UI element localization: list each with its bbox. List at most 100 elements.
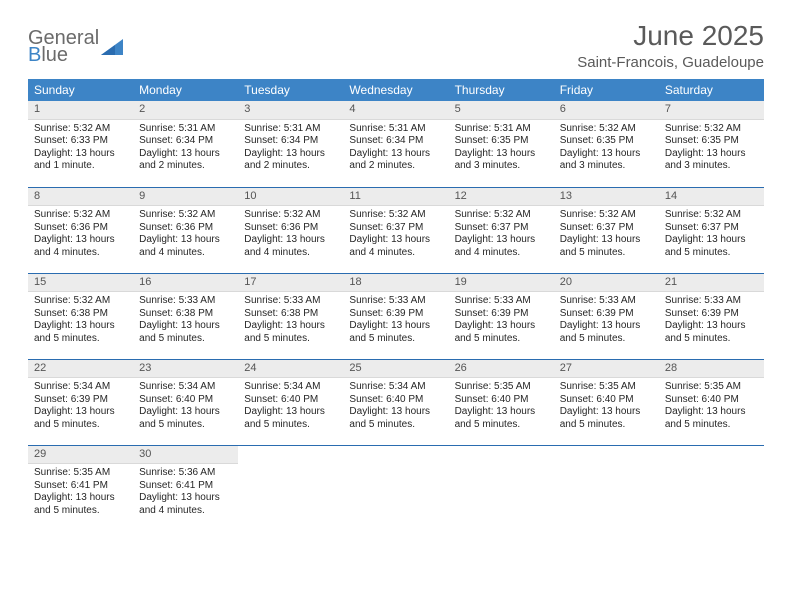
daylight-text: Daylight: 13 hours and 5 minutes.	[139, 320, 232, 345]
day-body: Sunrise: 5:34 AMSunset: 6:40 PMDaylight:…	[133, 378, 238, 435]
day-cell: 12Sunrise: 5:32 AMSunset: 6:37 PMDayligh…	[449, 188, 554, 264]
day-body: Sunrise: 5:33 AMSunset: 6:39 PMDaylight:…	[343, 292, 448, 349]
calendar-cell: 16Sunrise: 5:33 AMSunset: 6:38 PMDayligh…	[133, 273, 238, 359]
calendar-cell: 27Sunrise: 5:35 AMSunset: 6:40 PMDayligh…	[554, 359, 659, 445]
day-cell: 2Sunrise: 5:31 AMSunset: 6:34 PMDaylight…	[133, 101, 238, 177]
sunset-text: Sunset: 6:38 PM	[244, 308, 337, 321]
weekday-header: Tuesday	[238, 79, 343, 101]
calendar-cell: 24Sunrise: 5:34 AMSunset: 6:40 PMDayligh…	[238, 359, 343, 445]
day-cell: 1Sunrise: 5:32 AMSunset: 6:33 PMDaylight…	[28, 101, 133, 177]
calendar-cell: 28Sunrise: 5:35 AMSunset: 6:40 PMDayligh…	[659, 359, 764, 445]
sunset-text: Sunset: 6:40 PM	[349, 394, 442, 407]
day-number: 23	[133, 360, 238, 379]
day-cell: 26Sunrise: 5:35 AMSunset: 6:40 PMDayligh…	[449, 360, 554, 436]
logo-text: General Blue	[28, 30, 99, 64]
day-body: Sunrise: 5:32 AMSunset: 6:37 PMDaylight:…	[554, 206, 659, 263]
calendar-cell: 23Sunrise: 5:34 AMSunset: 6:40 PMDayligh…	[133, 359, 238, 445]
day-number: 30	[133, 446, 238, 465]
day-number: 28	[659, 360, 764, 379]
daylight-text: Daylight: 13 hours and 5 minutes.	[455, 406, 548, 431]
day-body: Sunrise: 5:33 AMSunset: 6:39 PMDaylight:…	[449, 292, 554, 349]
day-body: Sunrise: 5:33 AMSunset: 6:38 PMDaylight:…	[133, 292, 238, 349]
calendar-body: 1Sunrise: 5:32 AMSunset: 6:33 PMDaylight…	[28, 101, 764, 531]
calendar-cell: 3Sunrise: 5:31 AMSunset: 6:34 PMDaylight…	[238, 101, 343, 187]
sunrise-text: Sunrise: 5:32 AM	[34, 295, 127, 308]
day-number: 10	[238, 188, 343, 207]
calendar-cell: 18Sunrise: 5:33 AMSunset: 6:39 PMDayligh…	[343, 273, 448, 359]
sunrise-text: Sunrise: 5:32 AM	[665, 123, 758, 136]
day-number: 13	[554, 188, 659, 207]
day-cell: 16Sunrise: 5:33 AMSunset: 6:38 PMDayligh…	[133, 274, 238, 350]
sunset-text: Sunset: 6:37 PM	[349, 222, 442, 235]
daylight-text: Daylight: 13 hours and 5 minutes.	[349, 406, 442, 431]
weekday-header-row: Sunday Monday Tuesday Wednesday Thursday…	[28, 79, 764, 101]
calendar-cell: 9Sunrise: 5:32 AMSunset: 6:36 PMDaylight…	[133, 187, 238, 273]
daylight-text: Daylight: 13 hours and 5 minutes.	[349, 320, 442, 345]
day-cell: 28Sunrise: 5:35 AMSunset: 6:40 PMDayligh…	[659, 360, 764, 436]
weekday-header: Friday	[554, 79, 659, 101]
day-body: Sunrise: 5:36 AMSunset: 6:41 PMDaylight:…	[133, 464, 238, 521]
daylight-text: Daylight: 13 hours and 4 minutes.	[455, 234, 548, 259]
calendar-row: 15Sunrise: 5:32 AMSunset: 6:38 PMDayligh…	[28, 273, 764, 359]
sunrise-text: Sunrise: 5:31 AM	[455, 123, 548, 136]
daylight-text: Daylight: 13 hours and 4 minutes.	[34, 234, 127, 259]
day-body: Sunrise: 5:32 AMSunset: 6:35 PMDaylight:…	[659, 120, 764, 177]
sunrise-text: Sunrise: 5:32 AM	[349, 209, 442, 222]
daylight-text: Daylight: 13 hours and 5 minutes.	[244, 320, 337, 345]
day-body: Sunrise: 5:32 AMSunset: 6:35 PMDaylight:…	[554, 120, 659, 177]
day-body: Sunrise: 5:31 AMSunset: 6:34 PMDaylight:…	[343, 120, 448, 177]
sunset-text: Sunset: 6:38 PM	[139, 308, 232, 321]
day-body: Sunrise: 5:32 AMSunset: 6:36 PMDaylight:…	[238, 206, 343, 263]
sunrise-text: Sunrise: 5:32 AM	[455, 209, 548, 222]
day-cell: 13Sunrise: 5:32 AMSunset: 6:37 PMDayligh…	[554, 188, 659, 264]
day-cell: 25Sunrise: 5:34 AMSunset: 6:40 PMDayligh…	[343, 360, 448, 436]
day-number: 22	[28, 360, 133, 379]
day-cell: 22Sunrise: 5:34 AMSunset: 6:39 PMDayligh…	[28, 360, 133, 436]
sunrise-text: Sunrise: 5:33 AM	[244, 295, 337, 308]
day-body: Sunrise: 5:32 AMSunset: 6:33 PMDaylight:…	[28, 120, 133, 177]
sunset-text: Sunset: 6:34 PM	[244, 135, 337, 148]
day-body: Sunrise: 5:33 AMSunset: 6:39 PMDaylight:…	[659, 292, 764, 349]
daylight-text: Daylight: 13 hours and 2 minutes.	[244, 148, 337, 173]
calendar-cell: 15Sunrise: 5:32 AMSunset: 6:38 PMDayligh…	[28, 273, 133, 359]
day-number: 17	[238, 274, 343, 293]
day-number: 18	[343, 274, 448, 293]
daylight-text: Daylight: 13 hours and 5 minutes.	[34, 406, 127, 431]
daylight-text: Daylight: 13 hours and 5 minutes.	[34, 320, 127, 345]
day-number: 19	[449, 274, 554, 293]
sunrise-text: Sunrise: 5:32 AM	[560, 209, 653, 222]
calendar-cell	[554, 445, 659, 531]
daylight-text: Daylight: 13 hours and 3 minutes.	[560, 148, 653, 173]
day-body: Sunrise: 5:34 AMSunset: 6:40 PMDaylight:…	[238, 378, 343, 435]
daylight-text: Daylight: 13 hours and 5 minutes.	[244, 406, 337, 431]
sunset-text: Sunset: 6:41 PM	[139, 480, 232, 493]
calendar-cell	[343, 445, 448, 531]
sunset-text: Sunset: 6:33 PM	[34, 135, 127, 148]
calendar-cell: 14Sunrise: 5:32 AMSunset: 6:37 PMDayligh…	[659, 187, 764, 273]
day-cell: 10Sunrise: 5:32 AMSunset: 6:36 PMDayligh…	[238, 188, 343, 264]
day-number: 6	[554, 101, 659, 120]
daylight-text: Daylight: 13 hours and 1 minute.	[34, 148, 127, 173]
day-body: Sunrise: 5:33 AMSunset: 6:39 PMDaylight:…	[554, 292, 659, 349]
day-body: Sunrise: 5:32 AMSunset: 6:36 PMDaylight:…	[28, 206, 133, 263]
day-cell: 21Sunrise: 5:33 AMSunset: 6:39 PMDayligh…	[659, 274, 764, 350]
day-cell: 5Sunrise: 5:31 AMSunset: 6:35 PMDaylight…	[449, 101, 554, 177]
calendar-cell: 2Sunrise: 5:31 AMSunset: 6:34 PMDaylight…	[133, 101, 238, 187]
day-number: 5	[449, 101, 554, 120]
day-number: 16	[133, 274, 238, 293]
sunset-text: Sunset: 6:40 PM	[139, 394, 232, 407]
sunset-text: Sunset: 6:37 PM	[560, 222, 653, 235]
sunrise-text: Sunrise: 5:36 AM	[139, 467, 232, 480]
calendar-cell: 8Sunrise: 5:32 AMSunset: 6:36 PMDaylight…	[28, 187, 133, 273]
sunset-text: Sunset: 6:36 PM	[244, 222, 337, 235]
calendar-cell: 29Sunrise: 5:35 AMSunset: 6:41 PMDayligh…	[28, 445, 133, 531]
day-number: 20	[554, 274, 659, 293]
day-body: Sunrise: 5:34 AMSunset: 6:40 PMDaylight:…	[343, 378, 448, 435]
sunset-text: Sunset: 6:36 PM	[139, 222, 232, 235]
day-cell: 8Sunrise: 5:32 AMSunset: 6:36 PMDaylight…	[28, 188, 133, 264]
daylight-text: Daylight: 13 hours and 5 minutes.	[34, 492, 127, 517]
sunset-text: Sunset: 6:34 PM	[349, 135, 442, 148]
calendar-cell: 4Sunrise: 5:31 AMSunset: 6:34 PMDaylight…	[343, 101, 448, 187]
sunset-text: Sunset: 6:36 PM	[34, 222, 127, 235]
day-cell: 23Sunrise: 5:34 AMSunset: 6:40 PMDayligh…	[133, 360, 238, 436]
